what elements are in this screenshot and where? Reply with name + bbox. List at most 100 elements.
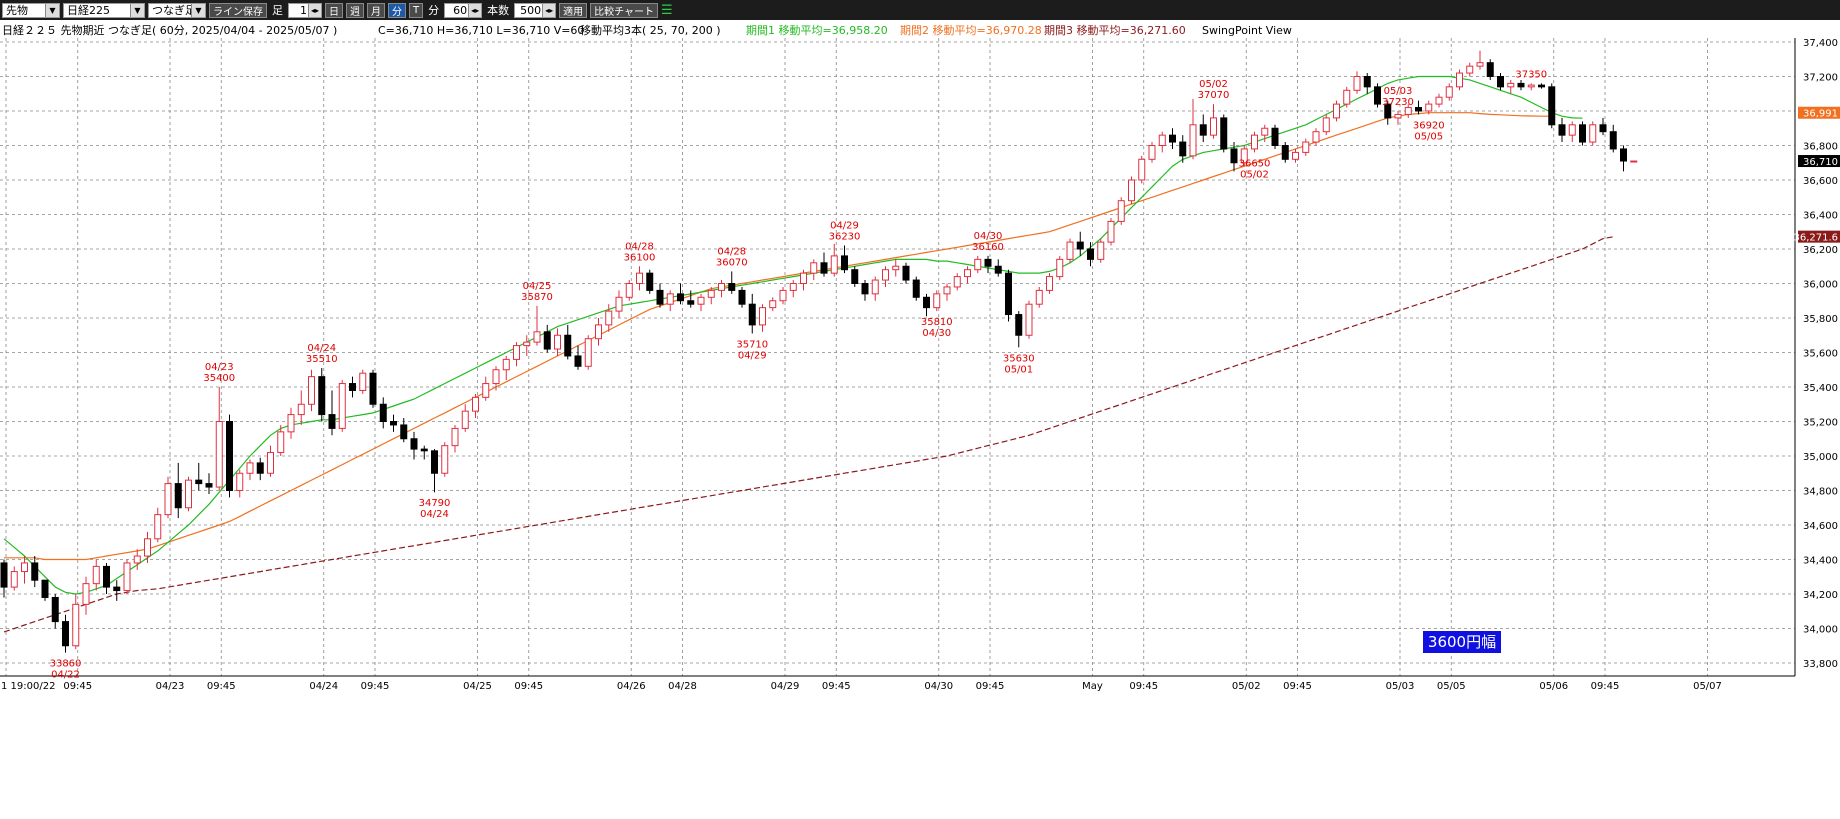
candle-body	[728, 283, 736, 291]
swing-value: 36230	[829, 232, 861, 243]
x-tick-label: 04/28	[668, 681, 697, 692]
candle-body	[379, 403, 387, 422]
candle-body	[687, 300, 695, 305]
swing-value: 36100	[624, 252, 656, 263]
candle-body	[82, 583, 90, 605]
candle-body	[841, 255, 848, 271]
candle-body	[451, 427, 459, 447]
candle-body	[800, 272, 807, 284]
y-axis: 37,40037,20037,00036,80036,60036,40036,2…	[1803, 38, 1838, 670]
candle-body	[226, 421, 233, 491]
candle-body	[564, 334, 572, 357]
candle-body	[113, 586, 121, 592]
candle-body	[267, 452, 274, 474]
candle-body	[1138, 158, 1146, 181]
period-button-month[interactable]: 月	[367, 2, 385, 18]
swing-date: 04/23	[205, 362, 234, 373]
candle-body	[1579, 124, 1586, 143]
y-tick-label: 35,800	[1803, 314, 1838, 325]
compare-chart-button[interactable]: 比較チャート	[590, 2, 659, 18]
candle-body	[215, 421, 223, 488]
candle-body	[830, 255, 838, 274]
chart[interactable]: 3386004/2204/233540004/24355103479004/24…	[0, 20, 1840, 819]
candle-body	[1046, 276, 1053, 291]
spinner-icon[interactable]: ◂▸	[308, 3, 321, 17]
candle-body	[502, 358, 510, 371]
candle-body	[1507, 82, 1515, 88]
candle-body	[10, 571, 18, 588]
candle-body	[1363, 76, 1371, 88]
candle-body	[349, 383, 356, 391]
save-line-button[interactable]: ライン保存	[209, 2, 267, 18]
candle-body	[1374, 86, 1381, 105]
chevron-down-icon: ▼	[191, 3, 205, 17]
interval-input[interactable]: 60 ◂▸	[444, 2, 483, 18]
candle-body	[103, 565, 110, 588]
candle-body	[144, 538, 151, 557]
x-tick-label: 04/25	[463, 681, 492, 692]
candle-body	[1497, 76, 1504, 88]
swing-date: 05/02	[1240, 169, 1269, 180]
bar-count-input-value: 500	[520, 3, 542, 17]
period-button-week[interactable]: 週	[346, 2, 364, 18]
candle-body	[1056, 258, 1064, 278]
swing-points: 3386004/2204/233540004/24355103479004/24…	[50, 69, 1548, 680]
candle-body	[1404, 107, 1412, 115]
candle-body	[308, 376, 315, 405]
candle-body	[41, 579, 49, 598]
ma2-line	[4, 112, 1552, 561]
symbol-select[interactable]: 日経225 ▼	[63, 2, 145, 18]
y-tick-label: 34,400	[1803, 556, 1838, 567]
chart-style-select[interactable]: つなぎ足 ▼	[148, 2, 206, 18]
swing-value: 37070	[1198, 90, 1230, 101]
candle-body	[1322, 117, 1330, 133]
ma1-readout: 期間1 移動平均=36,958.20	[746, 23, 888, 37]
candle-body	[31, 562, 39, 581]
swing-value: 36650	[1239, 158, 1271, 169]
candle-body	[933, 293, 941, 309]
x-tick-label: 04/23	[156, 681, 185, 692]
y-tick-label: 35,000	[1803, 452, 1838, 463]
x-tick-label: 05/07	[1693, 681, 1722, 692]
candle-body	[1261, 127, 1269, 136]
candle-body	[246, 462, 254, 474]
x-axis: 1 19:00/22 09:45 04/23 09:45 04/24 09:45 04/25…	[1, 681, 1722, 692]
candle-body	[1486, 62, 1494, 78]
menu-lines-icon[interactable]: ☰	[661, 2, 673, 18]
period-button-minute[interactable]: 分	[388, 2, 406, 18]
y-tick-label: 36,800	[1803, 142, 1838, 153]
x-tick-label: 04/24	[309, 681, 338, 692]
period-button-day[interactable]: 日	[325, 2, 343, 18]
market-select[interactable]: 先物 ▼	[2, 2, 60, 18]
price-label-bg	[1798, 155, 1840, 168]
candle-body	[318, 376, 326, 416]
candle-body	[492, 369, 500, 385]
chart-header: 日経２２５ 先物期近 つなぎ足( 60分, 2025/04/04 - 2025/…	[2, 23, 1292, 37]
candle-body	[1353, 76, 1361, 91]
y-tick-label: 36,400	[1803, 211, 1838, 222]
candle-body	[1076, 241, 1084, 250]
grid	[0, 38, 1796, 677]
candles	[0, 50, 1638, 653]
spinner-icon[interactable]: ◂▸	[468, 3, 482, 17]
candle-body	[1210, 117, 1217, 136]
candle-body	[1148, 145, 1156, 160]
bar-count-input[interactable]: 500 ◂▸	[514, 2, 557, 18]
swing-date: 04/29	[830, 221, 859, 232]
apply-button[interactable]: 適用	[559, 2, 588, 18]
candle-body	[1466, 65, 1474, 74]
spinner-icon[interactable]: ◂▸	[542, 3, 556, 17]
x-tick-label: 1 19:00/22	[1, 681, 55, 692]
candle-body	[164, 483, 172, 516]
ma1-line	[3, 75, 1583, 595]
x-tick-label: 04/30	[924, 681, 953, 692]
swing-date: 04/30	[922, 328, 951, 339]
candle-body	[1158, 134, 1166, 146]
x-tick-label: 05/06	[1539, 681, 1568, 692]
candle-body	[62, 621, 69, 647]
minute-input[interactable]: 1 ◂▸	[288, 2, 322, 18]
candle-body	[605, 310, 613, 326]
period-button-tick[interactable]: T	[409, 2, 424, 18]
candle-body	[0, 562, 8, 588]
ma3-readout: 期間3 移動平均=36,271.60	[1044, 23, 1186, 37]
